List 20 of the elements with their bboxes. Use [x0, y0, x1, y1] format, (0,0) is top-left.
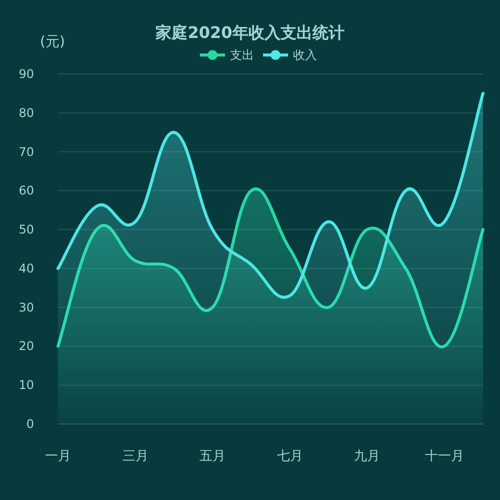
x-tick-label: 一月	[45, 449, 71, 464]
x-tick-label: 九月	[354, 449, 380, 464]
x-tick-label: 五月	[200, 449, 226, 464]
y-tick-label: 50	[18, 222, 34, 237]
chart-title: 家庭2020年收入支出统计	[154, 23, 344, 42]
y-tick-label: 10	[18, 378, 34, 392]
y-tick-label: 30	[18, 300, 34, 314]
y-tick-label: 90	[18, 67, 34, 81]
y-tick-label: 80	[18, 106, 34, 120]
y-tick-label: 40	[18, 261, 34, 276]
x-tick-label: 三月	[122, 449, 148, 464]
y-tick-label: 60	[18, 184, 34, 198]
y-tick-label: 70	[18, 144, 34, 159]
y-tick-label: 20	[18, 339, 34, 354]
legend-label: 收入	[293, 48, 317, 62]
y-axis-title: (元)	[40, 34, 65, 50]
x-tick-label: 十一月	[424, 449, 464, 464]
x-tick-label: 七月	[276, 449, 303, 464]
y-tick-label: 0	[26, 417, 34, 431]
legend-label: 支出	[230, 48, 254, 62]
